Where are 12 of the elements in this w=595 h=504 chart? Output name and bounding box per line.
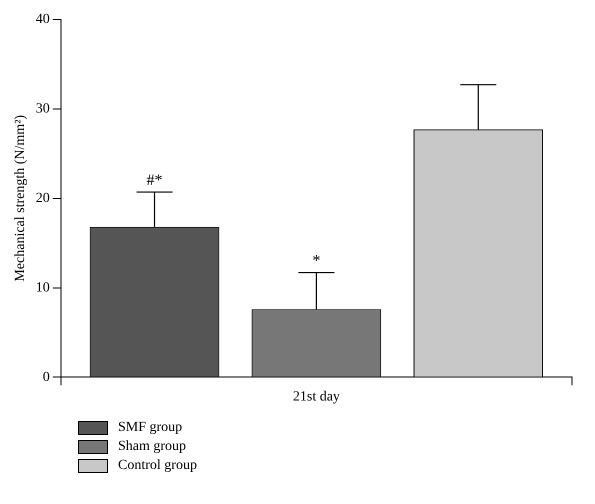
legend-label: Control group — [118, 458, 197, 474]
y-tick-label: 40 — [36, 12, 50, 28]
y-axis-title: Mechanical strength (N/mm²) — [13, 114, 28, 282]
legend-label: Sham group — [118, 438, 186, 454]
legend-label: SMF group — [118, 420, 182, 436]
x-tick-label: 21st day — [292, 389, 340, 404]
annotation: #* — [146, 172, 163, 190]
y-tick-label: 20 — [36, 190, 50, 206]
y-tick-label: 10 — [36, 280, 50, 296]
y-tick-label: 30 — [36, 102, 50, 117]
y-tick-label: 0 — [42, 370, 50, 385]
annotation: * — [312, 252, 320, 270]
